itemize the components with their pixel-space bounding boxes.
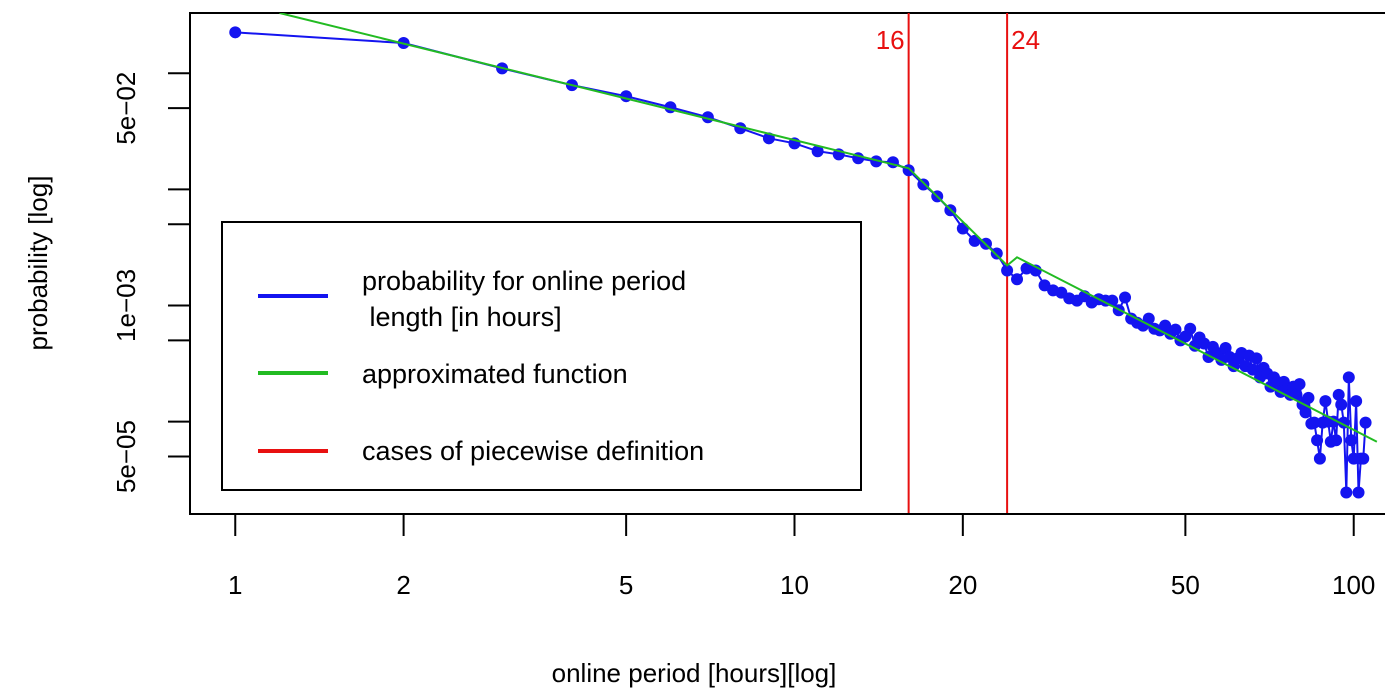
x-axis-title: online period [hours][log] [552, 658, 837, 688]
case-boundary-label: 16 [876, 25, 905, 55]
plot-area [229, 13, 1378, 514]
data-point [1345, 434, 1358, 447]
data-point [1001, 264, 1014, 277]
x-tick-label: 2 [396, 570, 410, 600]
case-boundary-label: 24 [1011, 25, 1040, 55]
y-tick-label: 1e−03 [111, 269, 141, 342]
data-point [1219, 342, 1232, 355]
data-point [1342, 371, 1355, 384]
data-point [902, 164, 915, 177]
x-tick-label: 100 [1332, 570, 1375, 600]
data-point [1330, 434, 1343, 447]
x-tick-label: 1 [228, 570, 242, 600]
data-point [1119, 291, 1132, 304]
data-point [968, 234, 981, 247]
data-point [1357, 452, 1370, 465]
data-point [1302, 391, 1315, 404]
series-line [279, 13, 1378, 443]
data-point [886, 156, 899, 169]
legend-label: probability for online period length [in… [362, 266, 687, 332]
x-tick-label: 50 [1171, 570, 1200, 600]
y-tick-label: 5e−02 [111, 72, 141, 145]
data-point [1332, 388, 1345, 401]
data-point [1335, 398, 1348, 411]
data-point [811, 145, 824, 158]
data-point [1184, 322, 1197, 335]
data-point [870, 155, 883, 168]
x-tick-label: 10 [780, 570, 809, 600]
y-tick-label: 5e−05 [111, 420, 141, 493]
data-point [1319, 395, 1332, 408]
data-point [1340, 486, 1353, 499]
data-point [956, 222, 969, 235]
legend-box [221, 221, 862, 491]
data-point [1308, 416, 1321, 429]
data-point [1011, 273, 1024, 286]
data-point [1293, 378, 1306, 391]
data-point [1246, 363, 1259, 376]
x-tick-label: 20 [948, 570, 977, 600]
data-point [1169, 323, 1182, 336]
data-point [1142, 312, 1155, 325]
data-point [1311, 434, 1324, 447]
legend-label: cases of piecewise definition [362, 436, 705, 466]
data-point [1020, 262, 1033, 275]
data-point [1313, 452, 1326, 465]
data-point [1350, 395, 1363, 408]
data-point [229, 26, 242, 39]
y-axis-title: probability [log] [23, 176, 53, 351]
data-point [1352, 486, 1365, 499]
data-point [1359, 416, 1372, 429]
data-point [1250, 352, 1263, 365]
x-tick-label: 5 [619, 570, 633, 600]
data-point [1290, 388, 1303, 401]
data-point [917, 178, 930, 191]
data-point [990, 247, 1003, 260]
legend-label: approximated function [362, 359, 628, 389]
data-point [1299, 406, 1312, 419]
